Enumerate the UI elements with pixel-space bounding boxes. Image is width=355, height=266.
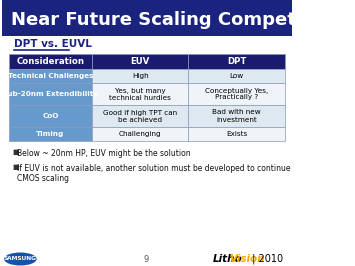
- Text: ■: ■: [12, 149, 19, 155]
- Text: Timing: Timing: [36, 131, 65, 137]
- Text: Bad with new
investment: Bad with new investment: [212, 110, 261, 123]
- FancyBboxPatch shape: [2, 0, 291, 36]
- Text: CoO: CoO: [42, 113, 59, 119]
- Text: DPT vs. EUVL: DPT vs. EUVL: [14, 39, 92, 49]
- FancyBboxPatch shape: [189, 127, 285, 141]
- Text: Low: Low: [230, 73, 244, 79]
- FancyBboxPatch shape: [92, 54, 189, 69]
- FancyBboxPatch shape: [189, 69, 285, 83]
- FancyBboxPatch shape: [9, 69, 92, 83]
- FancyBboxPatch shape: [189, 83, 285, 105]
- FancyBboxPatch shape: [189, 105, 285, 127]
- FancyBboxPatch shape: [9, 127, 92, 141]
- FancyBboxPatch shape: [9, 105, 92, 127]
- Text: DPT: DPT: [227, 57, 246, 66]
- FancyBboxPatch shape: [9, 83, 92, 105]
- Text: Conceptually Yes,
Practically ?: Conceptually Yes, Practically ?: [205, 88, 268, 101]
- Text: ■: ■: [12, 164, 19, 170]
- Text: | 2010: | 2010: [249, 254, 283, 264]
- FancyBboxPatch shape: [9, 54, 92, 69]
- Text: Good if high TPT can
be achieved: Good if high TPT can be achieved: [103, 110, 177, 123]
- FancyBboxPatch shape: [92, 83, 189, 105]
- Text: Consideration: Consideration: [16, 57, 84, 66]
- Text: EUV: EUV: [131, 57, 150, 66]
- Text: 9: 9: [144, 255, 149, 264]
- Text: Exists: Exists: [226, 131, 247, 137]
- Text: If EUV is not available, another solution must be developed to continue
CMOS sca: If EUV is not available, another solutio…: [17, 164, 290, 183]
- FancyBboxPatch shape: [189, 54, 285, 69]
- Text: Challenging: Challenging: [119, 131, 162, 137]
- Text: Litho: Litho: [213, 254, 242, 264]
- Text: Yes, but many
technical hurdles: Yes, but many technical hurdles: [109, 88, 171, 101]
- FancyBboxPatch shape: [92, 69, 189, 83]
- Text: SAMSUNG: SAMSUNG: [4, 256, 37, 261]
- Text: Near Future Scaling Competition: Near Future Scaling Competition: [11, 11, 341, 29]
- Text: Below ~ 20nm HP, EUV might be the solution: Below ~ 20nm HP, EUV might be the soluti…: [17, 149, 191, 158]
- Text: Sub-20nm Extendibility: Sub-20nm Extendibility: [2, 91, 98, 97]
- Ellipse shape: [4, 252, 37, 265]
- FancyBboxPatch shape: [92, 127, 189, 141]
- Text: Technical Challenges: Technical Challenges: [7, 73, 93, 79]
- FancyBboxPatch shape: [92, 105, 189, 127]
- Text: High: High: [132, 73, 148, 79]
- Text: Vision: Vision: [229, 254, 264, 264]
